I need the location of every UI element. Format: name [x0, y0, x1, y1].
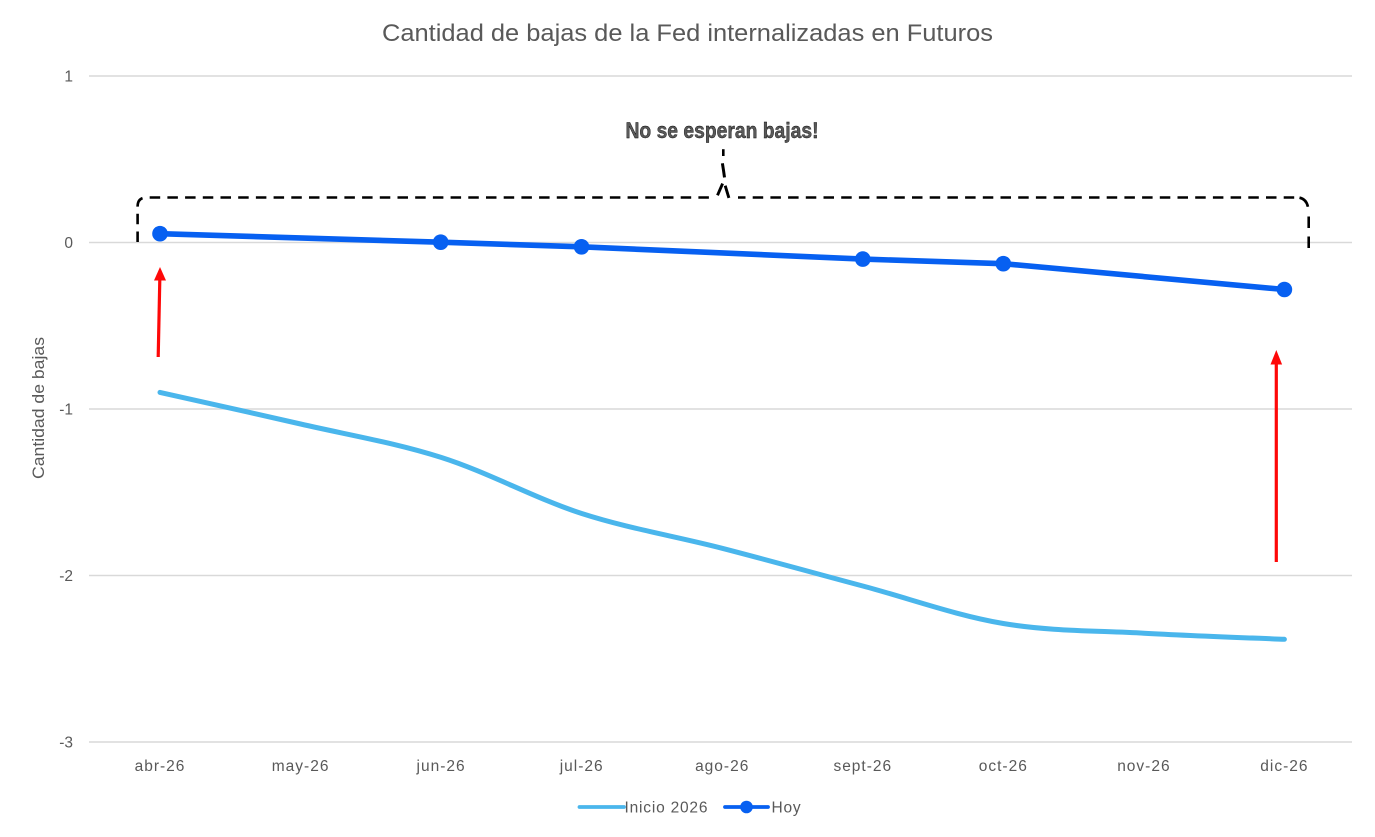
svg-text:Inicio 2026: Inicio 2026: [625, 800, 709, 817]
svg-text:jul-26: jul-26: [559, 758, 604, 775]
svg-text:Cantidad de bajas: Cantidad de bajas: [29, 337, 48, 479]
svg-text:abr-26: abr-26: [135, 758, 186, 775]
svg-text:1: 1: [64, 69, 73, 86]
svg-text:jun-26: jun-26: [416, 758, 466, 775]
svg-text:No se esperan bajas!: No se esperan bajas!: [626, 118, 819, 143]
svg-text:-2: -2: [59, 568, 73, 585]
svg-text:-3: -3: [59, 735, 73, 752]
svg-text:Cantidad de bajas de la Fed in: Cantidad de bajas de la Fed internalizad…: [382, 20, 993, 47]
svg-text:Hoy: Hoy: [772, 800, 802, 817]
svg-text:ago-26: ago-26: [695, 758, 749, 775]
svg-text:sept-26: sept-26: [833, 758, 892, 775]
svg-text:oct-26: oct-26: [979, 758, 1028, 775]
svg-text:nov-26: nov-26: [1117, 758, 1170, 775]
svg-text:may-26: may-26: [272, 758, 330, 775]
svg-text:dic-26: dic-26: [1260, 758, 1308, 775]
svg-text:0: 0: [64, 235, 73, 252]
svg-text:-1: -1: [59, 402, 73, 419]
